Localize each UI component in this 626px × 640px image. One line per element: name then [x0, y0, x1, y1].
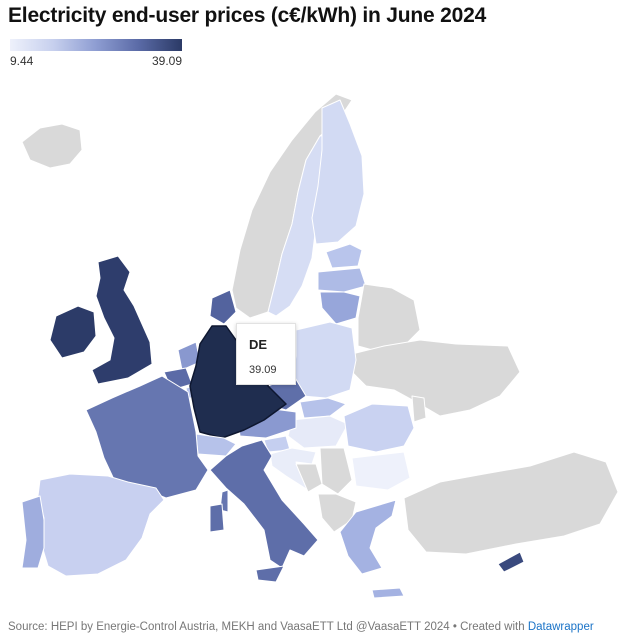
country-slovakia[interactable]: [299, 397, 347, 419]
source-footer: Source: HEPI by Energie-Control Austria,…: [8, 621, 594, 633]
country-lithuania[interactable]: [319, 291, 361, 325]
country-iceland[interactable]: [21, 123, 83, 169]
country-sicily[interactable]: [255, 565, 285, 583]
country-croatia[interactable]: [269, 447, 317, 491]
country-united-kingdom[interactable]: [91, 255, 153, 385]
legend-max-label: 39.09: [151, 54, 182, 68]
datawrapper-link[interactable]: Datawrapper: [527, 621, 594, 633]
country-finland[interactable]: [311, 99, 365, 245]
country-hungary[interactable]: [287, 415, 349, 449]
country-italy[interactable]: [209, 439, 319, 569]
country-bulgaria[interactable]: [351, 451, 411, 491]
source-text: Source: HEPI by Energie-Control Austria,…: [8, 621, 528, 633]
country-france[interactable]: [85, 375, 209, 499]
country-denmark[interactable]: [209, 289, 237, 325]
country-spain[interactable]: [37, 473, 165, 577]
country-portugal[interactable]: [21, 495, 45, 569]
country-romania[interactable]: [343, 403, 415, 453]
country-turkey[interactable]: [403, 451, 619, 555]
country-ireland[interactable]: [49, 305, 97, 359]
country-moldova[interactable]: [411, 395, 427, 423]
country-greece[interactable]: [339, 499, 397, 575]
map-title: Electricity end-user prices (c€/kWh) in …: [8, 4, 487, 27]
tooltip-price-value: 39.09: [249, 364, 277, 376]
country-sardinia[interactable]: [209, 503, 225, 533]
country-tooltip: DE 39.09: [236, 323, 296, 385]
country-cyprus[interactable]: [497, 551, 525, 573]
country-switzerland[interactable]: [195, 433, 237, 457]
legend-gradient-bar: [10, 39, 182, 51]
color-legend: 9.44 39.09: [10, 39, 182, 68]
legend-min-label: 9.44: [10, 54, 34, 68]
country-poland[interactable]: [291, 321, 357, 399]
country-serbia[interactable]: [319, 447, 353, 495]
country-latvia[interactable]: [317, 267, 367, 293]
country-crete[interactable]: [371, 587, 405, 599]
tooltip-country-code: DE: [249, 337, 268, 352]
country-estonia[interactable]: [325, 243, 363, 269]
europe-choropleth-map: [21, 93, 619, 599]
country-ukraine[interactable]: [351, 339, 521, 417]
